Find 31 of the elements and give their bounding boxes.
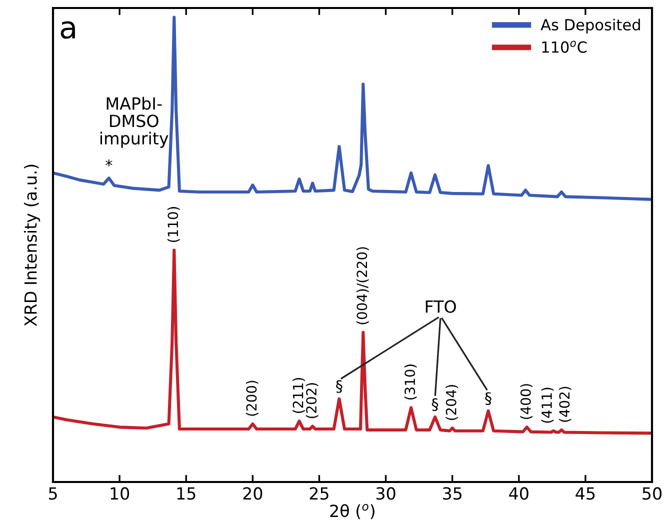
annotation: § [485, 392, 492, 406]
x-tick-label: 15 [177, 487, 196, 500]
annotation: (204) [446, 384, 458, 420]
x-tick-label: 20 [243, 487, 262, 500]
annotation: (110) [167, 207, 180, 242]
annotation: § [336, 380, 342, 393]
legend-label: 110$^{o}$C [542, 40, 587, 53]
annotation: (402) [558, 386, 572, 422]
annotation: (310) [404, 364, 417, 400]
annotation: a [60, 21, 75, 39]
annotation: (200) [246, 380, 258, 416]
x-tick-label: 35 [443, 487, 462, 500]
x-tick-label: 25 [310, 487, 328, 500]
annotation: (411) [541, 388, 554, 423]
y-axis-title: XRD Intensity (a.u.) [24, 164, 40, 326]
annotation: * [106, 159, 112, 166]
annotation: (202) [306, 383, 318, 418]
x-tick-label: 10 [110, 487, 130, 500]
annotation: FTO [426, 300, 456, 313]
annotation: (004)/(220) [356, 247, 369, 324]
x-tick-label: 5 [48, 487, 57, 500]
annotation: (400) [520, 384, 533, 420]
annotation: § [432, 398, 438, 412]
annotation: MAPbI- DMSO impurity [100, 96, 168, 148]
x-tick-label: 50 [642, 487, 662, 500]
x-axis-title: 2θ ($^{o}$) [330, 504, 374, 520]
x-tick-label: 30 [376, 487, 396, 500]
x-tick-label: 40 [509, 487, 528, 500]
legend-label: As Deposited [540, 18, 640, 34]
annotation: (211) [292, 378, 305, 413]
x-tick-label: 45 [576, 487, 595, 500]
